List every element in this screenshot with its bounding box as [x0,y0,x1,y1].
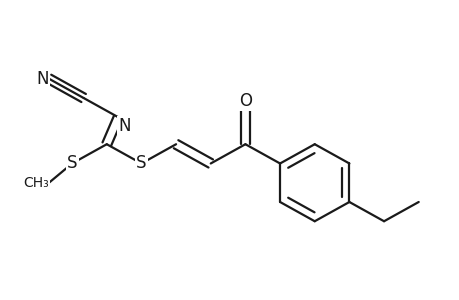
Text: S: S [67,154,77,172]
Text: S: S [136,154,146,172]
Text: CH₃: CH₃ [23,176,49,190]
Text: N: N [36,70,49,88]
Text: N: N [118,117,130,135]
Text: O: O [238,92,252,110]
